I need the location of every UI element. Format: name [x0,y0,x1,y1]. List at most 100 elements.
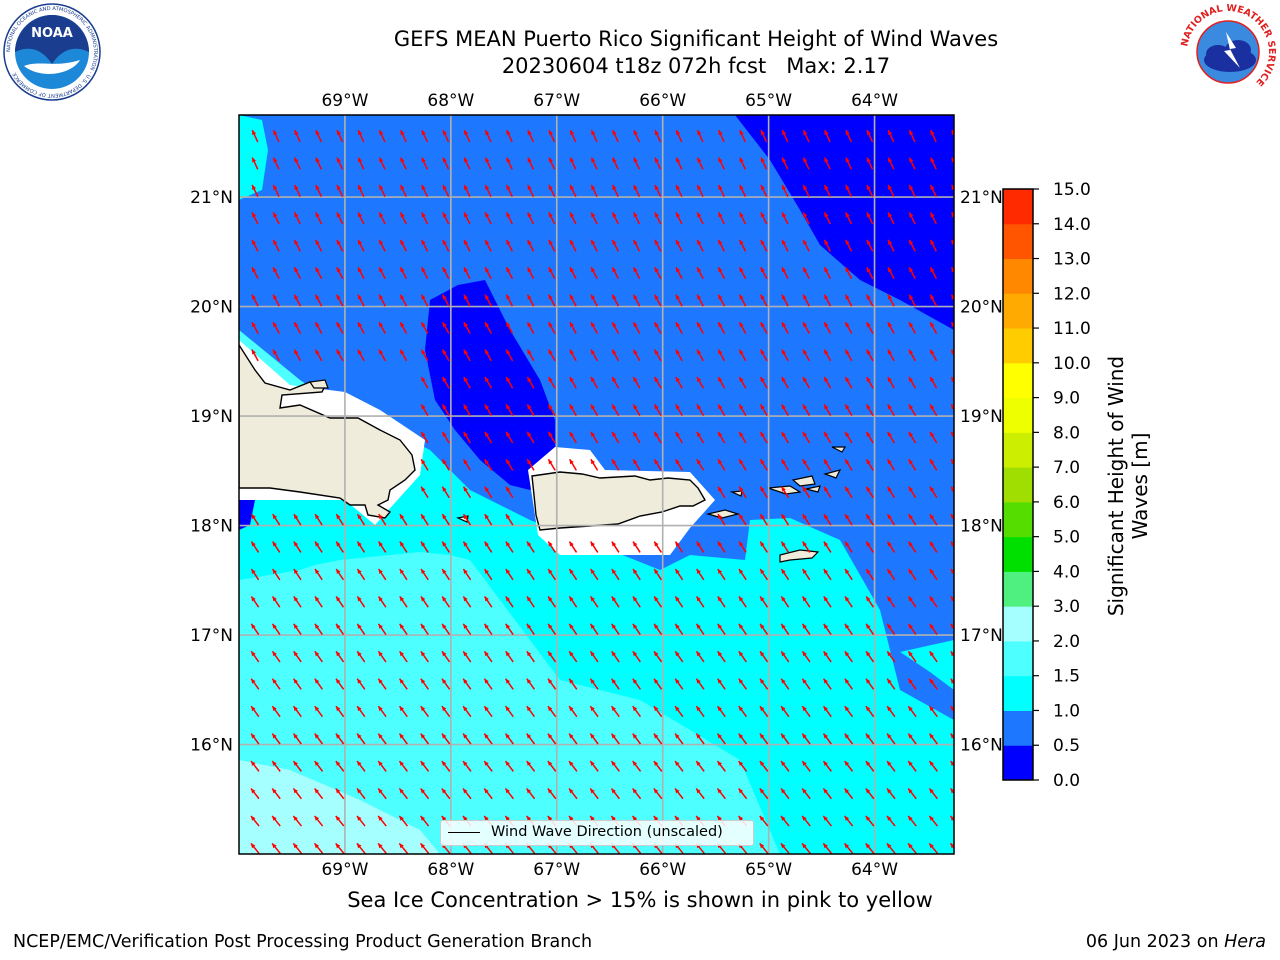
wave-direction-arrowhead [908,623,913,629]
wave-direction-arrowhead [908,733,913,739]
wave-direction-arrowhead [612,431,617,437]
wave-direction-arrowhead [464,130,469,136]
wave-direction-arrowhead [803,184,808,190]
wave-direction-arrowhead [887,706,892,712]
wave-direction-arrowhead [421,568,426,574]
wave-direction-arrowhead [400,239,405,245]
wave-direction-arrowhead [654,596,659,602]
wave-direction-arrowhead [400,212,405,218]
wave-direction-arrowhead [527,349,532,355]
wave-direction-arrowhead [505,596,511,602]
wave-direction-arrowhead [760,568,765,574]
wave-direction-arrowhead [866,541,871,547]
wave-direction-arrowhead [484,706,489,712]
wave-direction-arrowhead [824,130,829,136]
wave-direction-arrowhead [378,596,383,602]
wave-direction-arrowhead [782,130,787,136]
wave-direction-arrowhead [844,596,850,602]
wave-direction-arrowhead [781,541,786,547]
wave-direction-arrowhead [505,815,510,821]
wave-direction-arrowhead [484,404,490,410]
wave-direction-arrowhead [570,239,575,245]
wave-direction-arrowhead [294,267,299,273]
wave-direction-arrowhead [823,541,829,547]
wave-direction-arrowhead [400,157,405,163]
lon-tick-label: 67°W [533,91,580,111]
wave-direction-arrowhead [442,212,447,218]
wave-direction-arrowhead [590,596,595,602]
wave-direction-arrowhead [548,459,553,465]
wave-direction-arrowhead [505,541,511,547]
wave-direction-arrowhead [358,239,363,245]
wave-direction-arrowhead [548,130,553,136]
wave-direction-arrowhead [421,349,426,355]
wave-direction-arrowhead [654,184,659,190]
wave-direction-arrowhead [781,486,786,492]
wave-direction-arrowhead [505,733,510,739]
wave-direction-arrowhead [633,184,638,190]
wave-direction-arrowhead [697,349,702,355]
wave-direction-arrowhead [569,349,574,355]
wave-direction-arrowhead [653,761,659,766]
wave-direction-arrowhead [696,431,702,437]
wave-direction-arrowhead [803,294,808,300]
wave-direction-arrowhead [696,404,702,410]
wave-direction-arrowhead [569,596,574,602]
wave-direction-arrowhead [379,294,384,300]
wave-direction-arrowhead [568,815,574,821]
wave-direction-arrowhead [654,349,659,355]
wave-direction-arrowhead [823,761,828,766]
wave-direction-arrowhead [464,157,469,163]
lat-tick-label: 21°N [190,188,233,208]
wave-direction-arrowhead [654,322,659,328]
wave-direction-arrowhead [950,651,954,657]
wave-direction-arrowhead [612,322,617,328]
wave-direction-arrowhead [378,761,383,766]
lat-tick-label: 20°N [960,298,1003,318]
wave-direction-arrowhead [802,651,807,657]
wave-direction-arrowhead [485,184,490,190]
wave-direction-arrowhead [866,184,871,190]
wave-direction-arrowhead [676,130,681,136]
wave-direction-arrowhead [527,431,532,437]
wave-direction-arrowhead [526,596,532,602]
colorbar-tick-label: 0.0 [1053,771,1080,791]
colorbar-segment [1003,432,1033,468]
wave-direction-arrowhead [441,815,447,821]
wave-direction-arrowhead [251,761,256,766]
wave-direction-arrowhead [315,184,320,190]
wave-direction-arrowhead [823,514,829,520]
wave-direction-arrowhead [738,788,744,794]
wave-direction-arrowhead [887,623,892,629]
wave-direction-arrowhead [442,623,447,629]
lon-tick-label: 66°W [639,860,686,880]
wave-direction-arrowhead [760,212,765,218]
wave-direction-arrowhead [590,404,596,410]
wave-direction-arrowhead [399,623,405,629]
wave-direction-arrowhead [252,239,257,245]
wave-direction-arrowhead [802,459,808,465]
wave-band-0.5-1.0 [239,115,954,720]
wave-direction-arrowhead [463,623,468,629]
wave-direction-arrowhead [633,157,638,163]
wave-direction-arrowhead [929,843,934,849]
wave-direction-arrowhead [738,678,744,684]
wave-direction-arrowhead [251,294,256,300]
wave-direction-arrowhead [717,651,723,657]
wave-direction-arrowhead [718,157,723,163]
wave-direction-arrowhead [293,733,298,739]
wave-direction-arrowhead [569,459,574,465]
lat-tick-label: 18°N [960,517,1003,537]
wave-direction-arrowhead [250,843,256,849]
wave-direction-arrowhead [780,843,786,849]
wave-direction-arrowhead [803,157,808,163]
wave-direction-arrowhead [888,212,893,218]
wave-direction-arrowhead [632,788,638,794]
wave-direction-arrowhead [845,349,850,355]
wave-direction-arrowhead [463,761,468,766]
wave-direction-arrowhead [548,322,553,328]
wave-direction-arrowhead [357,678,362,684]
wave-direction-arrowhead [336,239,341,245]
wave-direction-arrowhead [464,239,469,245]
wave-direction-arrowhead [887,651,892,657]
